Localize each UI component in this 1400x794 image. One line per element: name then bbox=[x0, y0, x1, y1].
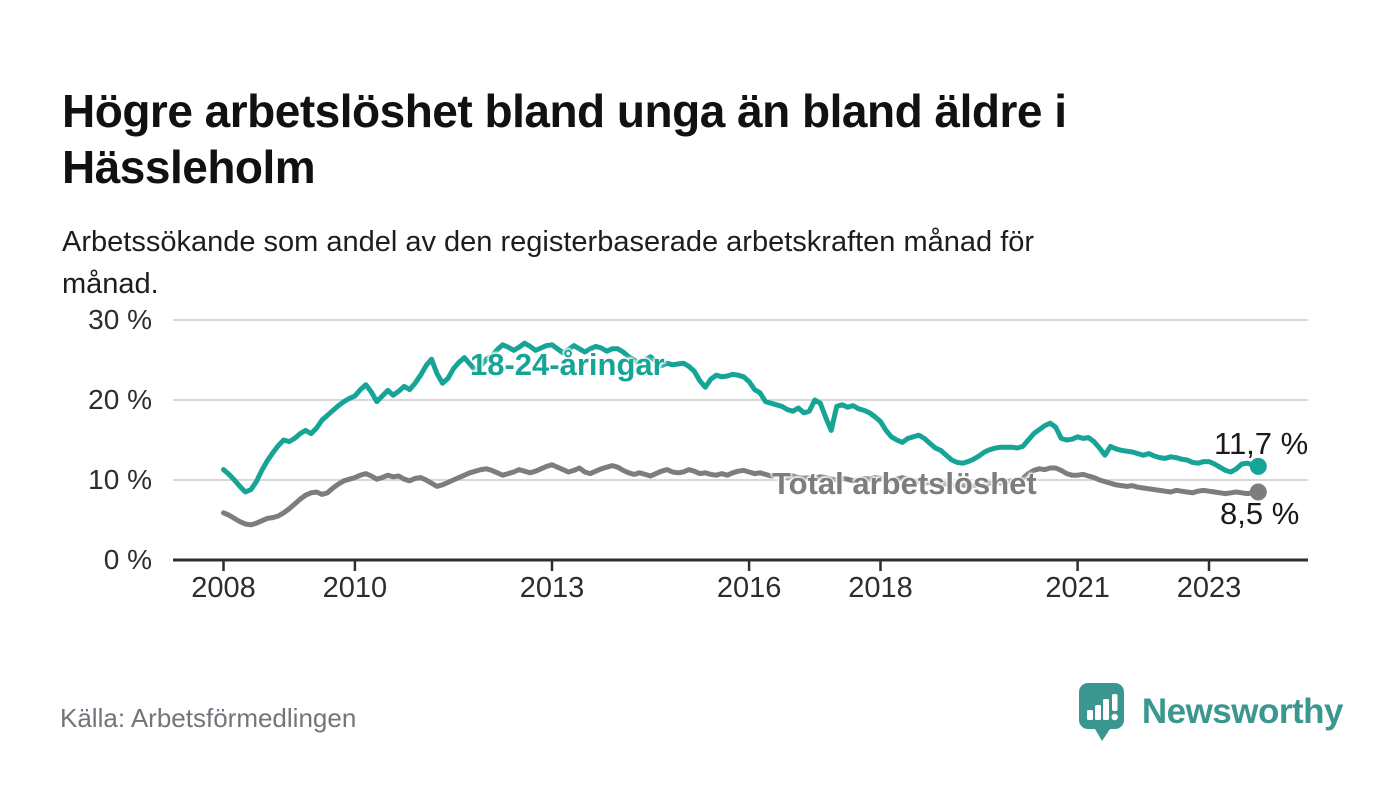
x-axis-label: 2010 bbox=[322, 572, 388, 604]
newsworthy-wordmark: Newsworthy bbox=[1141, 692, 1344, 731]
page-title-line-2: Hässleholm bbox=[62, 140, 316, 193]
newsworthy-bubble-chart-icon bbox=[1078, 683, 1124, 741]
end-value-label-total: 8,5 % bbox=[1220, 496, 1300, 531]
x-axis-label: 2023 bbox=[1176, 572, 1242, 604]
y-axis-label: 10 % bbox=[88, 464, 152, 495]
end-value-label-young: 11,7 % bbox=[1214, 426, 1309, 461]
series-line-1 bbox=[221, 462, 1261, 528]
page-title-line-1: Högre arbetslöshet bland unga än bland ä… bbox=[62, 84, 1067, 137]
page-title: Högre arbetslöshet bland unga än bland ä… bbox=[62, 83, 1332, 195]
x-axis-label: 2021 bbox=[1045, 572, 1110, 604]
page-subtitle-line-2: månad. bbox=[62, 268, 159, 301]
series-end-dot-1 bbox=[1249, 483, 1267, 501]
y-axis-label: 0 % bbox=[103, 544, 152, 575]
speech-bubble-shape bbox=[1078, 683, 1124, 741]
series-label-total: Total arbetslöshet bbox=[772, 466, 1037, 501]
x-axis-label: 2008 bbox=[191, 572, 256, 604]
newsworthy-logo[interactable]: Newsworthy bbox=[1078, 682, 1344, 742]
page-subtitle: Arbetssökande som andel av den registerb… bbox=[62, 221, 1332, 305]
y-axis-label: 30 % bbox=[88, 304, 152, 335]
series-line-0 bbox=[221, 340, 1261, 495]
series-label-young: 18-24-åringar bbox=[470, 347, 665, 382]
bar-chart-glyph bbox=[1086, 694, 1118, 721]
y-axis-label: 20 % bbox=[88, 384, 152, 415]
x-axis-label: 2013 bbox=[519, 572, 585, 604]
series-end-dot-0 bbox=[1249, 457, 1267, 475]
page-subtitle-line-1: Arbetssökande som andel av den registerb… bbox=[62, 226, 1035, 258]
x-axis-label: 2018 bbox=[848, 572, 913, 604]
x-axis-label: 2016 bbox=[716, 572, 782, 604]
source-note: Källa: Arbetsförmedlingen bbox=[60, 703, 357, 733]
